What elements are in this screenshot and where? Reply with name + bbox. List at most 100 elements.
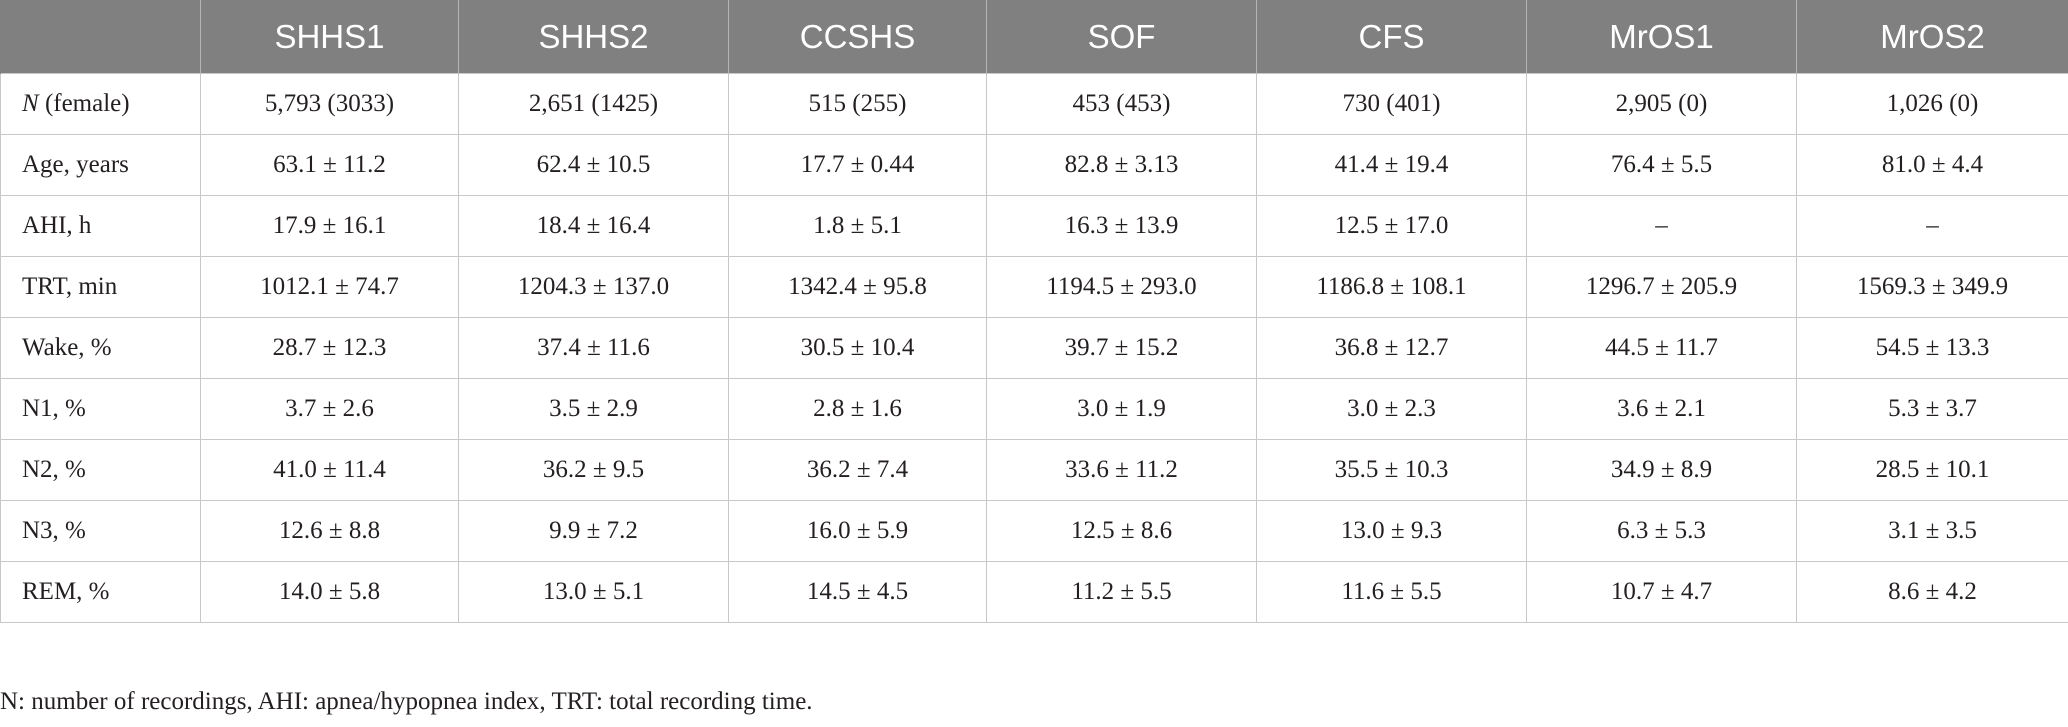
table-cell: 8.6 ± 4.2 (1796, 561, 2068, 623)
table-cell: 453 (453) (986, 73, 1257, 135)
column-header: CCSHS (728, 0, 987, 74)
row-label-text: N1, % (22, 395, 86, 422)
table-cell: 2,905 (0) (1526, 73, 1797, 135)
column-header: MrOS2 (1796, 0, 2068, 74)
table-cell: 1.8 ± 5.1 (728, 195, 987, 257)
table-cell: 2,651 (1425) (458, 73, 729, 135)
table-cell: 41.0 ± 11.4 (200, 439, 459, 501)
dataset-characteristics-table: SHHS1 SHHS2 CCSHS SOF CFS MrOS1 MrOS2 N (femal… (0, 0, 2068, 623)
column-header: MrOS1 (1526, 0, 1797, 74)
row-label-italic: N (22, 90, 39, 117)
row-label-text: N2, % (22, 456, 86, 483)
table-cell: 3.0 ± 1.9 (986, 378, 1257, 440)
row-label-text: (female) (38, 90, 130, 117)
table-row: N1, % 3.7 ± 2.6 3.5 ± 2.9 2.8 ± 1.6 3.0 ± 1.… (0, 378, 2068, 440)
table-cell: 1204.3 ± 137.0 (458, 256, 729, 318)
table-header: SHHS1 SHHS2 CCSHS SOF CFS MrOS1 MrOS2 (0, 0, 2068, 74)
table-row: AHI, h 17.9 ± 16.1 18.4 ± 16.4 1.8 ± 5.1 16.… (0, 195, 2068, 257)
row-label: REM, % (0, 561, 201, 623)
table-cell: 34.9 ± 8.9 (1526, 439, 1797, 501)
row-label-text: Wake, % (22, 334, 112, 361)
row-label: Wake, % (0, 317, 201, 379)
row-label: N1, % (0, 378, 201, 440)
table-cell: 28.5 ± 10.1 (1796, 439, 2068, 501)
table-cell: 17.9 ± 16.1 (200, 195, 459, 257)
table-cell: 54.5 ± 13.3 (1796, 317, 2068, 379)
table-cell: 76.4 ± 5.5 (1526, 134, 1797, 196)
table-cell: 11.6 ± 5.5 (1256, 561, 1527, 623)
table-cell: 11.2 ± 5.5 (986, 561, 1257, 623)
table-cell: 17.7 ± 0.44 (728, 134, 987, 196)
table-footnote: N: number of recordings, AHI: apnea/hypo… (0, 688, 813, 715)
table-cell: 1186.8 ± 108.1 (1256, 256, 1527, 318)
table-row: TRT, min 1012.1 ± 74.7 1204.3 ± 137.0 1342.… (0, 256, 2068, 318)
header-row: SHHS1 SHHS2 CCSHS SOF CFS MrOS1 MrOS2 (0, 0, 2068, 74)
table-cell: 2.8 ± 1.6 (728, 378, 987, 440)
table-cell: 515 (255) (728, 73, 987, 135)
table-cell: – (1796, 195, 2068, 257)
table-cell: 30.5 ± 10.4 (728, 317, 987, 379)
row-label: AHI, h (0, 195, 201, 257)
row-label-text: Age, years (22, 151, 129, 178)
table-cell: 36.2 ± 7.4 (728, 439, 987, 501)
table-cell: 3.1 ± 3.5 (1796, 500, 2068, 562)
column-header: SHHS1 (200, 0, 459, 74)
table-cell: 41.4 ± 19.4 (1256, 134, 1527, 196)
table-cell: 3.7 ± 2.6 (200, 378, 459, 440)
table-cell: 1,026 (0) (1796, 73, 2068, 135)
table-cell: 13.0 ± 5.1 (458, 561, 729, 623)
table-row: N (female) 5,793 (3033) 2,651 (1425) 515 (2… (0, 73, 2068, 135)
table-cell: 28.7 ± 12.3 (200, 317, 459, 379)
table-cell: 16.3 ± 13.9 (986, 195, 1257, 257)
table-cell: 1296.7 ± 205.9 (1526, 256, 1797, 318)
table-cell: 5,793 (3033) (200, 73, 459, 135)
table-cell: 37.4 ± 11.6 (458, 317, 729, 379)
column-header: SOF (986, 0, 1257, 74)
table-body: N (female) 5,793 (3033) 2,651 (1425) 515 (2… (0, 73, 2068, 623)
table-cell: 12.6 ± 8.8 (200, 500, 459, 562)
header-corner-cell (0, 0, 201, 74)
row-label-text: TRT, min (22, 273, 118, 300)
row-label-text: N3, % (22, 517, 86, 544)
table-cell: 1012.1 ± 74.7 (200, 256, 459, 318)
table-cell: 730 (401) (1256, 73, 1527, 135)
data-table-container: SHHS1 SHHS2 CCSHS SOF CFS MrOS1 MrOS2 N (femal… (0, 0, 2068, 623)
row-label: N (female) (0, 73, 201, 135)
table-cell: 9.9 ± 7.2 (458, 500, 729, 562)
table-cell: 35.5 ± 10.3 (1256, 439, 1527, 501)
table-row: Age, years 63.1 ± 11.2 62.4 ± 10.5 17.7 ± 0… (0, 134, 2068, 196)
table-cell: 10.7 ± 4.7 (1526, 561, 1797, 623)
table-cell: 36.2 ± 9.5 (458, 439, 729, 501)
row-label: TRT, min (0, 256, 201, 318)
table-row: REM, % 14.0 ± 5.8 13.0 ± 5.1 14.5 ± 4.5 11.2… (0, 561, 2068, 623)
table-cell: 1569.3 ± 349.9 (1796, 256, 2068, 318)
column-header: SHHS2 (458, 0, 729, 74)
table-cell: 14.0 ± 5.8 (200, 561, 459, 623)
table-cell: 33.6 ± 11.2 (986, 439, 1257, 501)
table-cell: 1342.4 ± 95.8 (728, 256, 987, 318)
table-cell: 6.3 ± 5.3 (1526, 500, 1797, 562)
table-cell: 62.4 ± 10.5 (458, 134, 729, 196)
column-header: CFS (1256, 0, 1527, 74)
table-row: N3, % 12.6 ± 8.8 9.9 ± 7.2 16.0 ± 5.9 12.5 ±… (0, 500, 2068, 562)
table-cell: 13.0 ± 9.3 (1256, 500, 1527, 562)
table-row: Wake, % 28.7 ± 12.3 37.4 ± 11.6 30.5 ± 10.4… (0, 317, 2068, 379)
table-cell: 14.5 ± 4.5 (728, 561, 987, 623)
table-cell: – (1526, 195, 1797, 257)
table-cell: 12.5 ± 17.0 (1256, 195, 1527, 257)
table-cell: 12.5 ± 8.6 (986, 500, 1257, 562)
row-label-text: AHI, h (22, 212, 92, 239)
table-cell: 81.0 ± 4.4 (1796, 134, 2068, 196)
table-cell: 36.8 ± 12.7 (1256, 317, 1527, 379)
table-cell: 5.3 ± 3.7 (1796, 378, 2068, 440)
table-cell: 18.4 ± 16.4 (458, 195, 729, 257)
row-label-text: REM, % (22, 578, 110, 605)
table-cell: 3.0 ± 2.3 (1256, 378, 1527, 440)
row-label: N3, % (0, 500, 201, 562)
row-label: Age, years (0, 134, 201, 196)
table-cell: 39.7 ± 15.2 (986, 317, 1257, 379)
row-label: N2, % (0, 439, 201, 501)
table-cell: 16.0 ± 5.9 (728, 500, 987, 562)
table-cell: 1194.5 ± 293.0 (986, 256, 1257, 318)
table-row: N2, % 41.0 ± 11.4 36.2 ± 9.5 36.2 ± 7.4 33.6… (0, 439, 2068, 501)
